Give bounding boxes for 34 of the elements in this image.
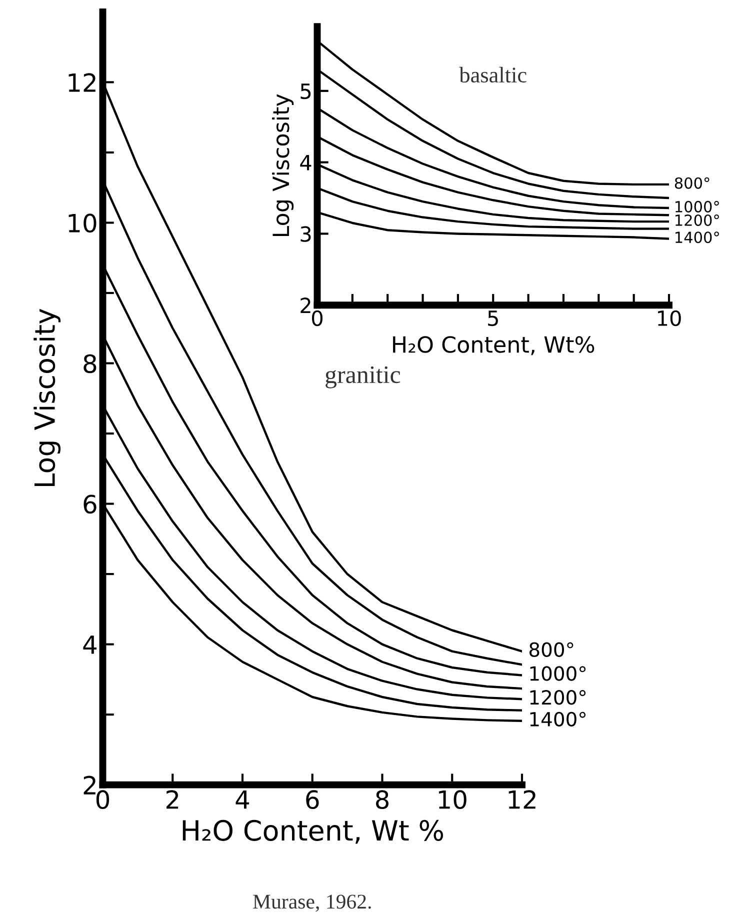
y-tick-label: 8 — [84, 354, 96, 374]
x-tick-label: 2 — [166, 790, 178, 809]
y-tick-label: 10 — [68, 214, 96, 233]
annotation: granitic — [326, 366, 400, 388]
x-tick-label: 0 — [96, 790, 110, 810]
series-label: 1400° — [676, 232, 719, 244]
x-tick-label: 8 — [376, 790, 388, 810]
y-tick-label: 12 — [68, 73, 96, 92]
series-label: 1200° — [676, 214, 719, 226]
series-label: 800° — [674, 177, 710, 189]
y-tick-label: 2 — [300, 298, 310, 314]
y-tick-label: 4 — [83, 636, 96, 654]
series-label: 1000° — [530, 666, 586, 681]
y-axis-title: Log Viscosity — [272, 94, 294, 236]
x-tick-label: 10 — [438, 790, 466, 810]
y-tick-label: 3 — [300, 226, 311, 242]
y-tick-label: 2 — [84, 776, 96, 794]
x-axis-title: H₂O Content, Wt% — [393, 336, 594, 356]
y-tick-label: 5 — [300, 84, 311, 100]
x-axis-title: H₂O Content, Wt % — [182, 820, 444, 844]
x-tick-label: 0 — [312, 310, 322, 326]
series-label: 1200° — [530, 690, 586, 705]
x-tick-label: 5 — [488, 310, 498, 326]
x-tick-label: 12 — [508, 790, 536, 809]
text: Murase, 1962. — [253, 894, 371, 912]
x-tick-label: 10 — [658, 310, 681, 326]
x-tick-label: 4 — [236, 790, 250, 809]
y-tick-label: 6 — [84, 494, 96, 514]
series-label: 1000° — [676, 200, 719, 212]
annotation: basaltic — [459, 66, 526, 83]
series-label: 800° — [530, 642, 574, 657]
series-label: 1400° — [530, 712, 586, 727]
y-tick-label: 4 — [300, 155, 312, 170]
y-axis-title: Log Viscosity — [34, 308, 61, 486]
